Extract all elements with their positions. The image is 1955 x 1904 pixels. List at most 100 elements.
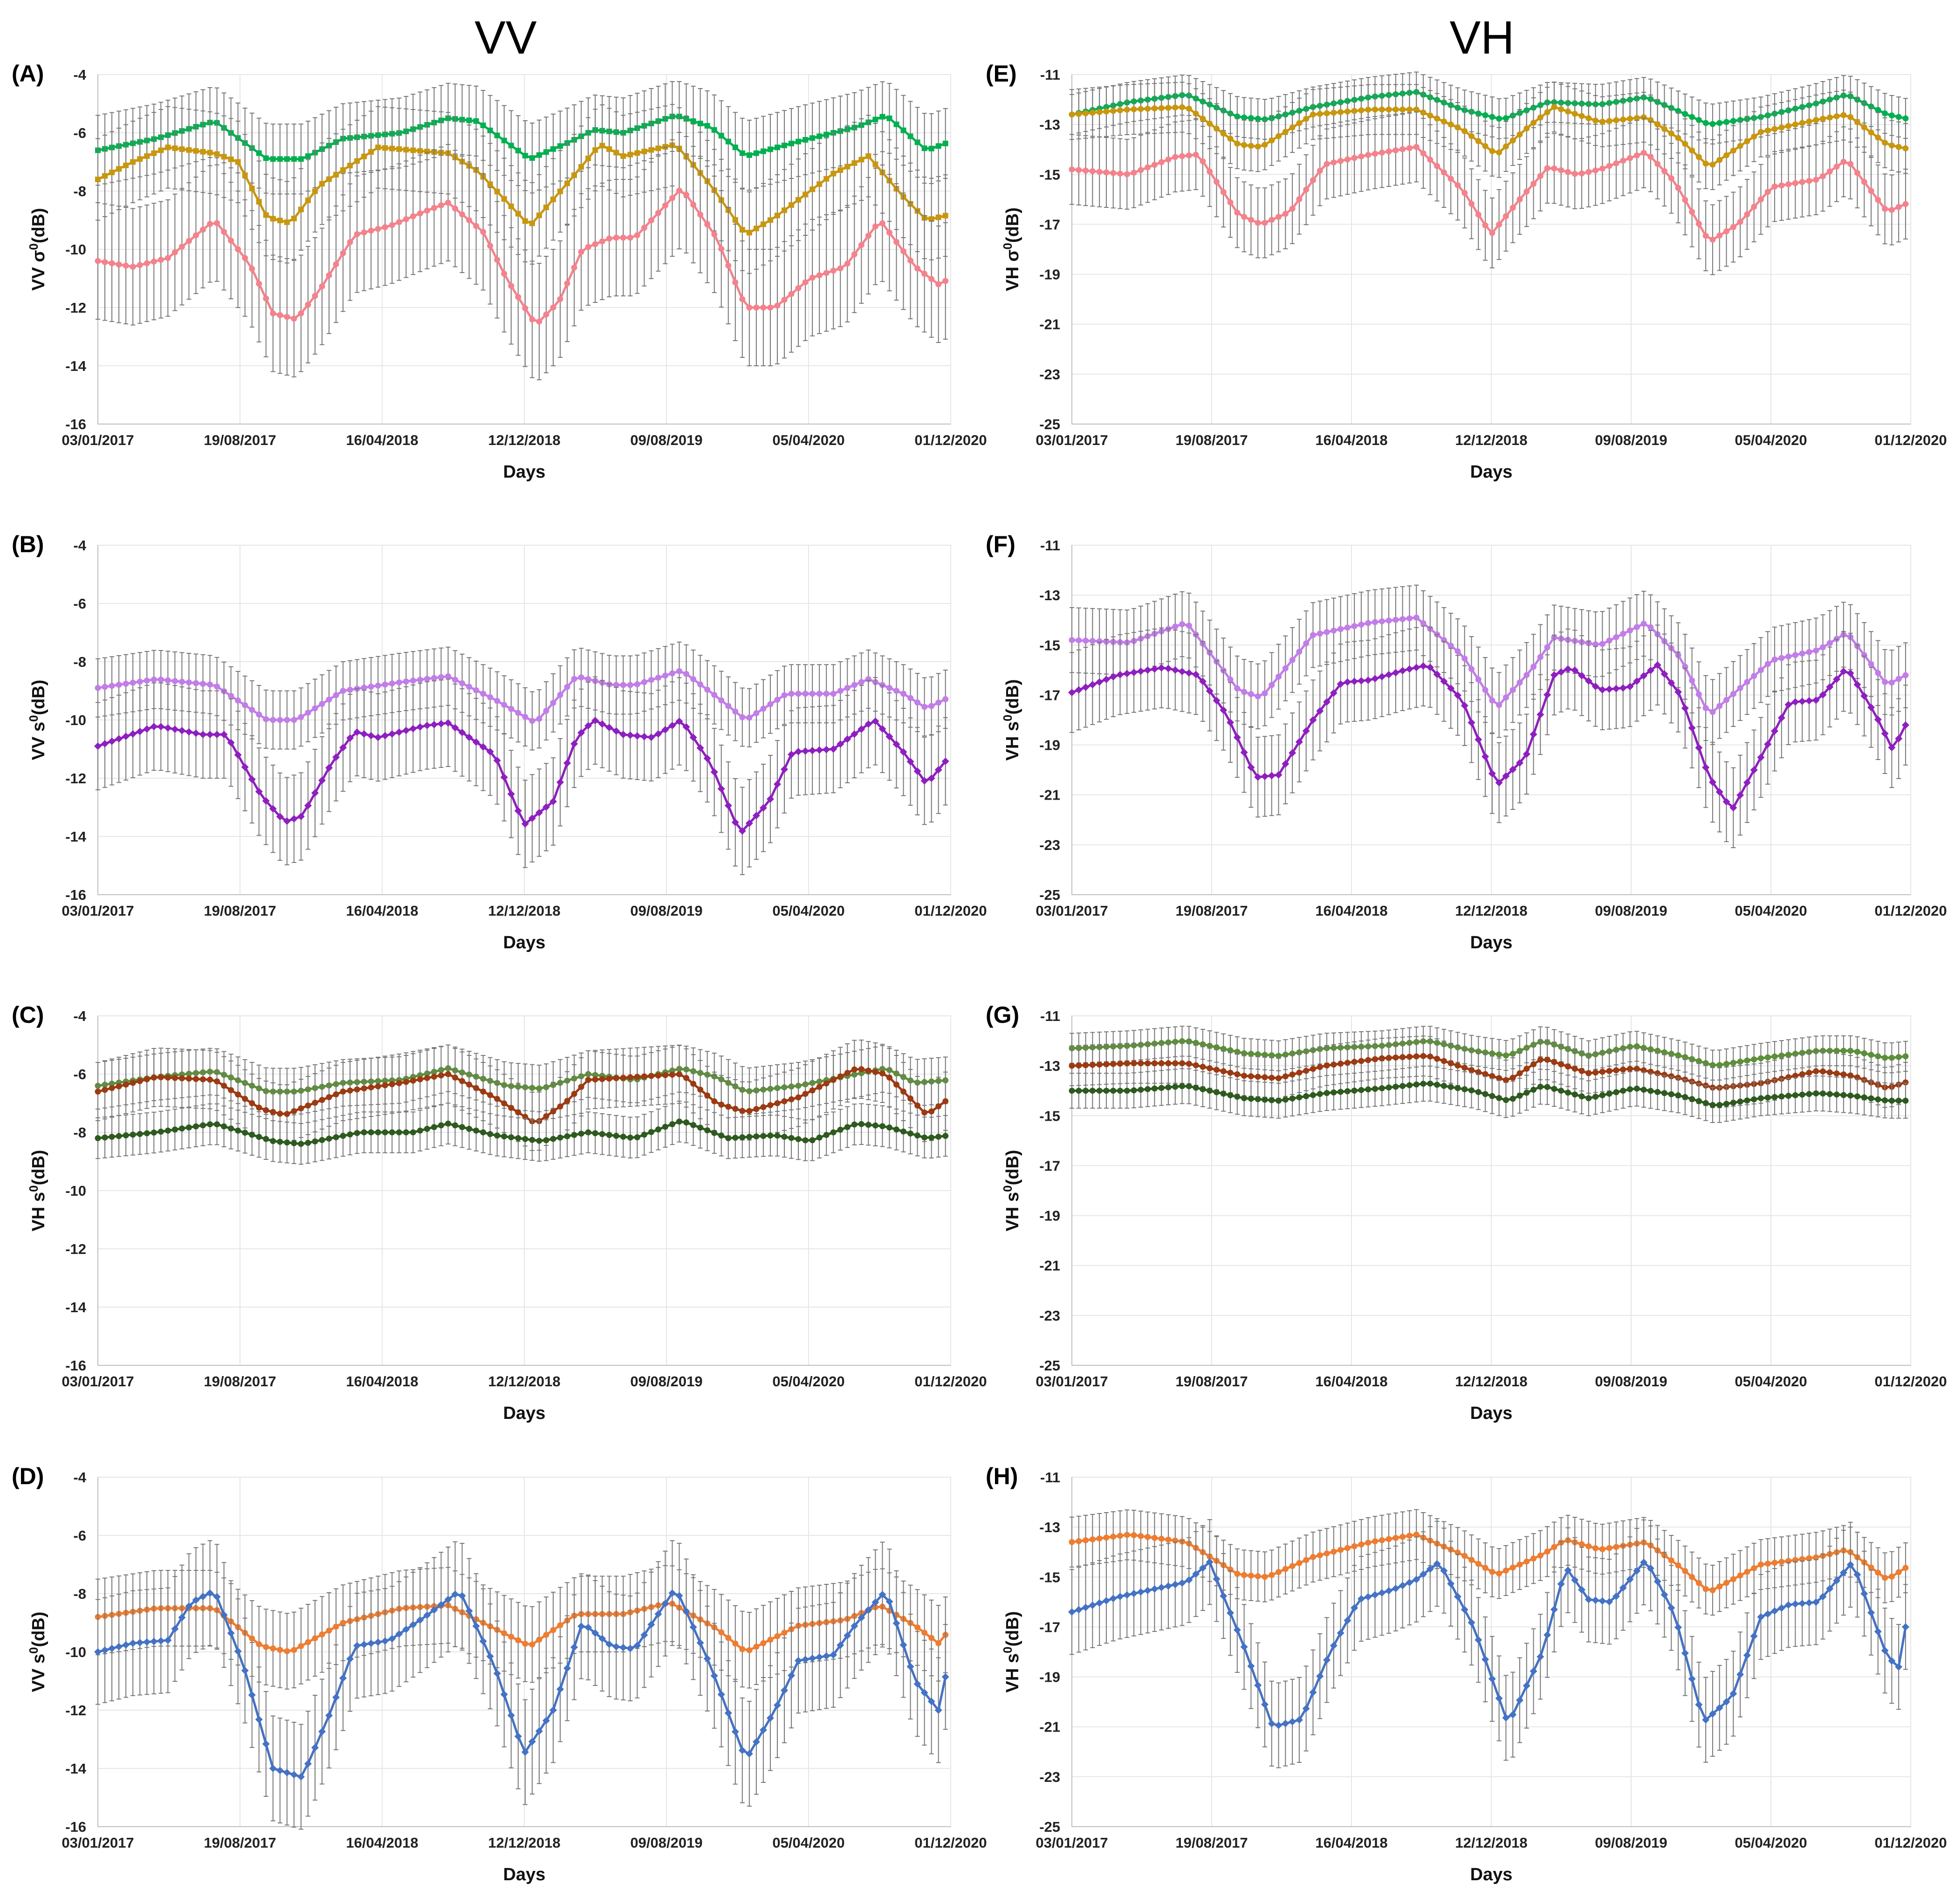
y-tick-label: -8 (73, 183, 86, 199)
data-point (270, 1109, 276, 1115)
x-axis-title: Days (503, 1404, 546, 1423)
data-point (613, 682, 619, 688)
data-point (269, 1765, 277, 1772)
y-tick-label: -16 (65, 416, 86, 432)
series-B-2 (94, 676, 949, 875)
data-point (487, 181, 493, 187)
data-point (340, 1620, 346, 1626)
data-point (375, 144, 381, 151)
data-point (921, 1630, 928, 1636)
data-point (452, 1122, 459, 1129)
data-point (928, 1108, 935, 1115)
data-point (136, 727, 144, 735)
data-point (291, 315, 297, 322)
data-point (851, 1066, 857, 1073)
data-point (627, 1134, 633, 1141)
data-point (536, 1637, 542, 1643)
data-point (620, 153, 626, 159)
data-point (550, 304, 556, 311)
data-point (655, 1072, 661, 1079)
data-point (249, 1100, 255, 1106)
data-point (753, 1644, 760, 1650)
data-point (109, 1134, 115, 1140)
data-point (690, 201, 697, 208)
data-point (480, 1129, 487, 1136)
data-point (697, 1124, 704, 1131)
data-point (704, 221, 711, 228)
data-point (613, 1133, 619, 1139)
data-point (725, 138, 731, 144)
data-point (900, 1089, 907, 1095)
data-point (697, 681, 704, 688)
data-point (101, 740, 109, 747)
data-point (640, 733, 648, 740)
data-point (788, 1135, 795, 1141)
y-tick-label: -4 (73, 537, 86, 554)
data-point (767, 1102, 774, 1109)
data-point (235, 246, 241, 253)
data-point (753, 226, 759, 232)
data-point (570, 740, 578, 748)
data-point (151, 150, 157, 156)
data-point (332, 1693, 340, 1701)
data-point (851, 251, 857, 258)
data-point (235, 1091, 241, 1098)
data-point (788, 291, 795, 297)
data-point (171, 726, 179, 733)
data-point (249, 1635, 255, 1642)
data-point (648, 1073, 654, 1079)
data-point (214, 683, 220, 690)
data-point (227, 1629, 235, 1637)
data-point (500, 774, 508, 781)
data-point (654, 730, 662, 738)
data-point (690, 118, 696, 124)
data-point (312, 293, 318, 299)
data-point (816, 1084, 823, 1090)
data-point (935, 699, 942, 706)
data-point (248, 775, 256, 783)
y-axis-title: VV σ0(dB) (27, 208, 48, 291)
data-point (389, 1081, 395, 1088)
data-point (367, 732, 375, 740)
data-point (403, 1079, 409, 1085)
data-point (697, 211, 704, 218)
data-point (662, 202, 668, 209)
y-tick-label: -12 (65, 300, 86, 316)
data-point (375, 1129, 381, 1136)
data-point (221, 154, 227, 160)
data-point (410, 213, 416, 219)
data-point (326, 1136, 332, 1142)
data-point (542, 803, 550, 811)
data-point (305, 709, 311, 716)
data-point (130, 1080, 136, 1086)
data-point (396, 679, 402, 685)
data-point (571, 264, 577, 271)
data-point (263, 1107, 269, 1113)
data-point (368, 1129, 374, 1136)
data-point (409, 1621, 417, 1629)
data-point (731, 818, 739, 826)
data-point (347, 239, 353, 246)
data-point (122, 733, 130, 740)
data-point (858, 679, 864, 685)
data-point (326, 1627, 332, 1634)
data-point (333, 1623, 339, 1630)
data-point (515, 1109, 521, 1116)
data-point (508, 1634, 514, 1640)
data-point (641, 1073, 647, 1080)
data-point (669, 670, 676, 677)
data-point (213, 1593, 221, 1601)
y-tick-label: -8 (73, 654, 86, 670)
data-point (241, 763, 249, 771)
data-point (389, 145, 395, 151)
data-point (864, 720, 872, 728)
data-point (641, 225, 647, 231)
data-point (395, 1630, 403, 1638)
data-point (130, 264, 136, 270)
data-point (809, 1137, 816, 1144)
data-point (480, 229, 487, 235)
data-point (795, 747, 803, 755)
data-point (767, 1132, 774, 1139)
data-point (879, 1070, 885, 1076)
data-point (95, 258, 101, 264)
